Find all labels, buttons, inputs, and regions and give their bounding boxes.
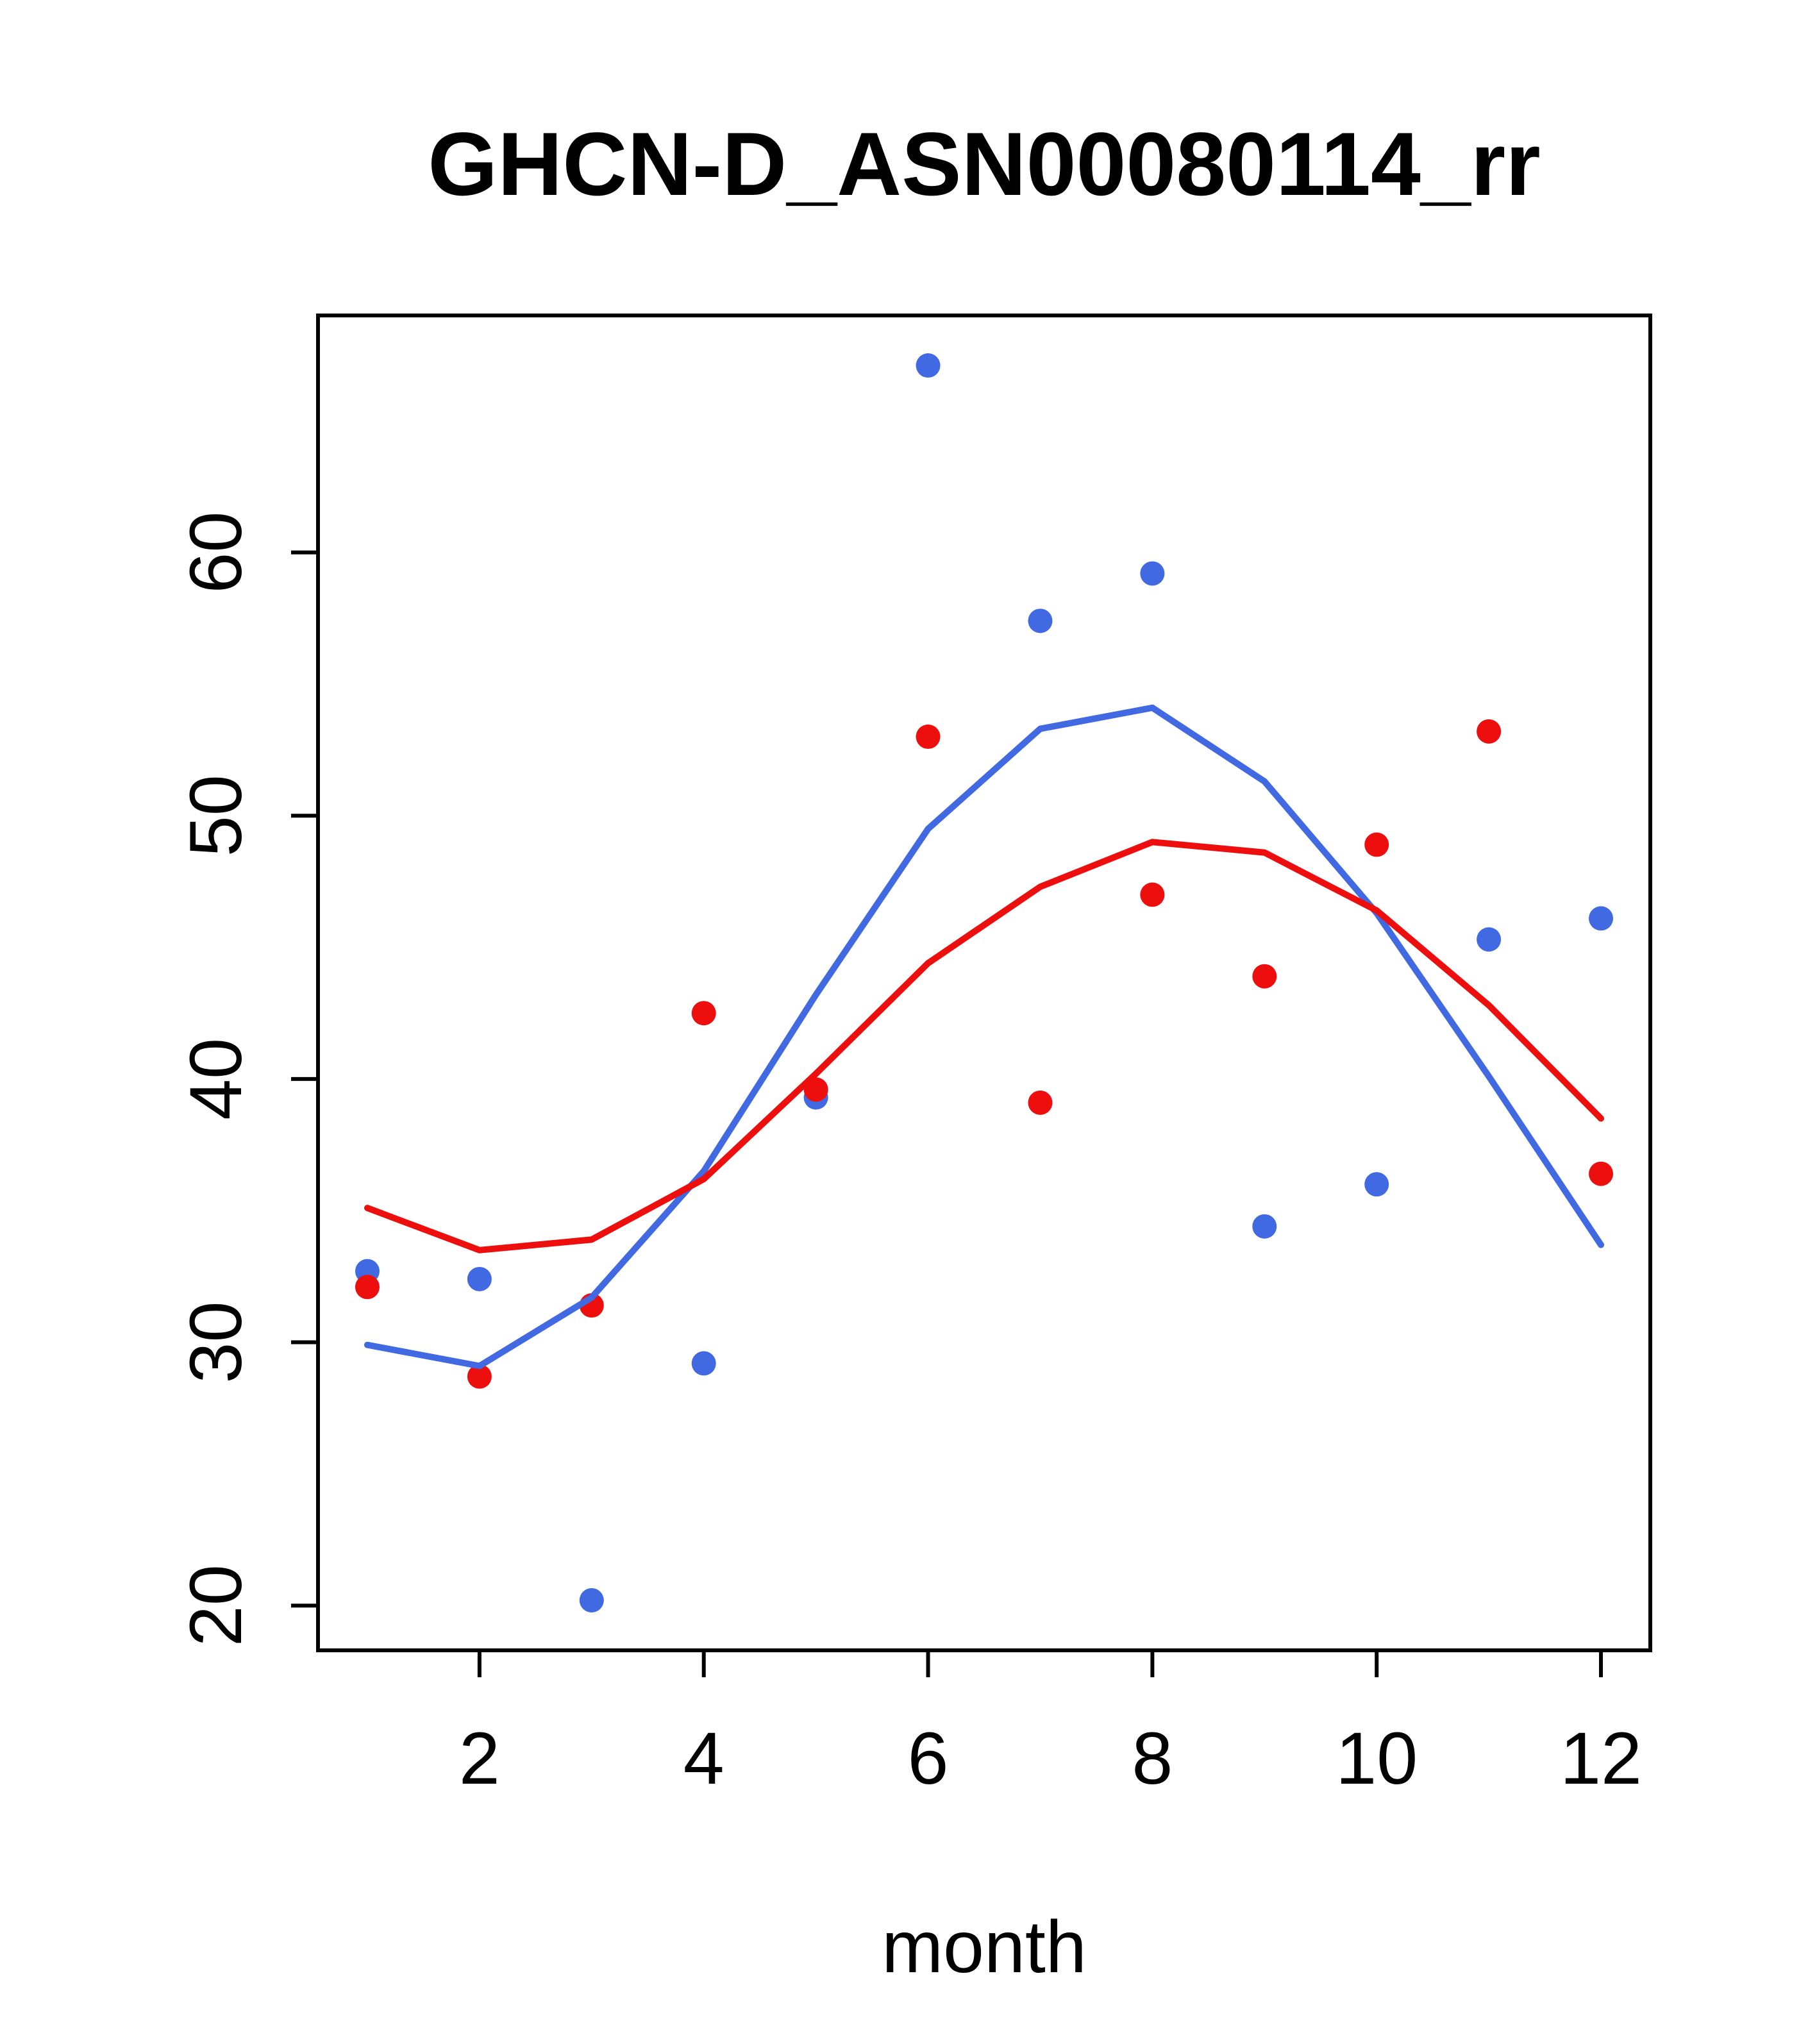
blue-points-marker [1477,927,1502,952]
x-axis-label: month [882,1906,1087,1988]
blue-points-marker [1028,608,1053,633]
y-tick-label: 30 [175,1302,257,1384]
blue-points-marker [467,1266,492,1291]
red-points-marker [916,725,941,750]
y-tick-label: 40 [175,1038,257,1120]
chart-title: GHCN-D_ASN00080114_rr [428,113,1540,214]
y-tick-label: 50 [175,775,257,857]
x-tick-label: 10 [1336,1718,1418,1800]
blue-smooth-line [364,704,1605,1370]
x-tick-label: 6 [908,1718,949,1800]
y-tick-label: 20 [175,1564,257,1646]
y-tick-label: 60 [175,512,257,594]
blue-points-marker [1364,1172,1389,1197]
red-points-marker [1589,1161,1614,1186]
red-points-marker [1477,719,1502,744]
x-tick-label: 8 [1132,1718,1173,1800]
series [355,353,1614,1613]
x-tick-label: 4 [683,1718,724,1800]
red-points-marker [1364,832,1389,857]
blue-points-marker [691,1351,716,1376]
blue-points-marker [1140,561,1165,586]
blue-points-marker [1252,1214,1277,1239]
x-tick-label: 12 [1560,1718,1642,1800]
red-points-marker [1252,964,1277,989]
red-points-marker [467,1364,492,1389]
blue-points-marker [579,1587,604,1613]
axes: 2 4 6 8 10 12 20 30 40 50 60 [175,512,1642,1800]
plot-border [316,314,1652,1652]
blue-points-marker [1589,906,1614,931]
red-smooth-line [364,839,1605,1253]
blue-points-marker [916,353,941,378]
red-points-marker [355,1275,380,1300]
red-points-marker [1028,1090,1053,1115]
x-tick-label: 2 [459,1718,500,1800]
red-points-marker [1140,882,1165,907]
red-points-marker [691,1001,716,1026]
